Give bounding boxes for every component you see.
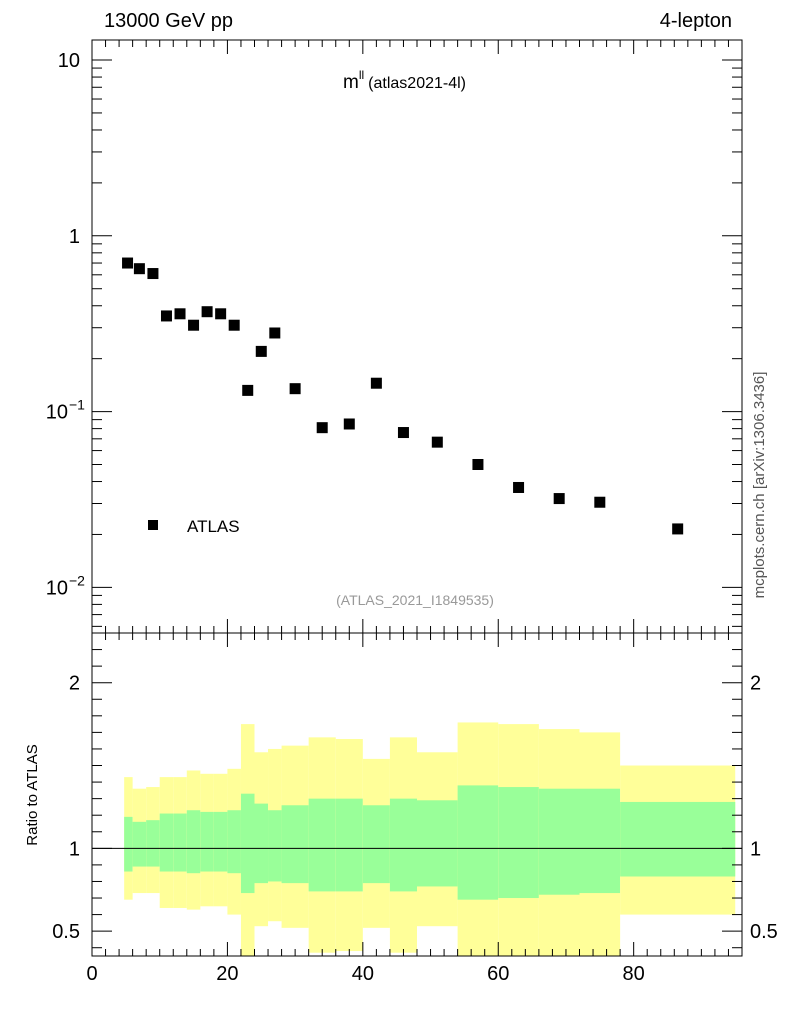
main-ytick-label-3: 10	[46, 577, 68, 599]
inner-band-20	[538, 788, 580, 895]
main-ytick-label-1: 1	[69, 226, 80, 248]
main-ytick-label-0: 10	[58, 50, 80, 72]
data-point-0	[122, 257, 134, 269]
xtick-label-4: 80	[623, 963, 645, 985]
inner-band-5	[186, 810, 201, 874]
data-point-11	[269, 327, 281, 339]
data-point-12	[289, 383, 301, 395]
data-point-2	[147, 268, 159, 280]
inner-band-6	[200, 811, 214, 872]
inner-band-17	[417, 800, 458, 887]
data-point-22	[672, 523, 684, 535]
ratio-y-tick-labels: 2 2 1 1 0.5 0.5	[52, 673, 778, 943]
xtick-label-0: 0	[86, 963, 97, 985]
data-point-15	[370, 377, 382, 389]
ratio-y-axis-title: Ratio to ATLAS	[24, 744, 41, 845]
ratio-ytick-label-right-2: 0.5	[750, 921, 778, 943]
data-point-10	[255, 345, 267, 357]
data-point-19	[513, 481, 525, 493]
inner-band-9	[240, 793, 255, 894]
inner-band-14	[335, 798, 363, 892]
ratio-bands	[124, 722, 736, 956]
x-tick-labels: 0 20 40 60 80	[86, 963, 644, 985]
header-left: 13000 GeV pp	[104, 10, 233, 32]
inner-band-0	[124, 816, 133, 872]
data-point-16	[397, 427, 409, 439]
data-point-7	[215, 308, 227, 320]
plot-title-paren: (atlas2021-4l)	[368, 75, 466, 92]
inner-band-21	[579, 788, 621, 894]
data-point-13	[316, 422, 328, 434]
data-point-8	[228, 319, 240, 331]
main-ytick-exponent-3: −2	[69, 572, 85, 588]
main-plot-frame	[91, 39, 743, 634]
inner-band-22	[620, 801, 736, 877]
reference-tag: (ATLAS_2021_I1849535)	[336, 592, 494, 608]
inner-band-16	[389, 798, 417, 892]
ratio-ytick-label-left-1: 1	[69, 838, 80, 860]
main-ytick-label-2: 10	[46, 402, 68, 424]
inner-band-12	[281, 805, 309, 884]
xtick-label-3: 60	[487, 963, 509, 985]
data-point-14	[343, 418, 355, 430]
data-point-3	[160, 310, 172, 322]
inner-band-8	[227, 810, 241, 874]
ratio-ytick-label-left-0: 2	[69, 673, 80, 695]
header-right: 4-lepton	[660, 10, 732, 32]
inner-band-18	[457, 785, 499, 900]
legend-marker-atlas	[148, 520, 158, 530]
inner-band-11	[268, 810, 282, 882]
plot-title-main: m	[343, 72, 359, 93]
main-ytick-exponent-2: −1	[69, 397, 85, 413]
ratio-ytick-label-left-2: 0.5	[52, 921, 80, 943]
inner-band-10	[254, 803, 269, 884]
inner-band-15	[362, 805, 390, 884]
xtick-label-1: 20	[216, 963, 238, 985]
ratio-axis-ticks	[91, 633, 743, 956]
data-markers	[122, 257, 684, 535]
plot-title: mll (atlas2021-4l)	[343, 68, 466, 93]
data-point-4	[174, 308, 186, 320]
inner-band-1	[132, 821, 147, 867]
inner-band-4	[173, 813, 187, 872]
data-point-6	[201, 306, 213, 318]
inner-band-7	[213, 811, 228, 872]
inner-band-13	[308, 798, 336, 892]
inner-band-3	[159, 813, 174, 872]
xtick-label-2: 40	[352, 963, 374, 985]
plot-title-sup: ll	[359, 68, 364, 82]
data-point-21	[594, 496, 606, 508]
legend-label-atlas: ATLAS	[187, 517, 240, 536]
data-point-20	[553, 493, 565, 505]
inner-band-19	[498, 787, 539, 899]
data-point-5	[188, 319, 200, 331]
ratio-ytick-label-right-0: 2	[750, 673, 761, 695]
watermark: mcplots.cern.ch [arXiv:1306.3436]	[751, 372, 768, 599]
data-point-9	[242, 384, 254, 396]
data-point-18	[472, 458, 484, 470]
data-point-1	[133, 263, 145, 275]
main-axis-ticks	[91, 40, 743, 633]
ratio-ytick-label-right-1: 1	[750, 838, 761, 860]
data-point-17	[431, 436, 443, 448]
inner-band-2	[146, 820, 160, 867]
